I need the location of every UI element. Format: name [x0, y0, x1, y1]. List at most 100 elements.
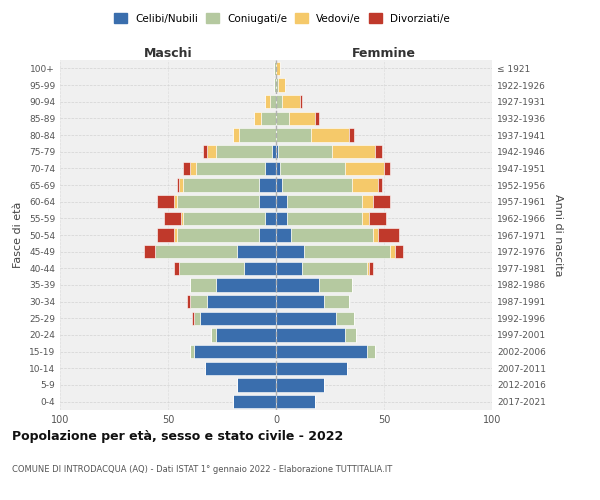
Bar — [176, 178, 179, 192]
Bar — [376, 145, 382, 158]
Text: Femmine: Femmine — [352, 47, 416, 60]
Bar — [300, 95, 302, 108]
Bar — [276, 295, 323, 308]
Bar — [278, 145, 332, 158]
Bar — [179, 178, 183, 192]
Bar — [337, 312, 354, 325]
Bar — [203, 145, 207, 158]
Bar — [190, 295, 207, 308]
Bar — [332, 145, 376, 158]
Bar — [164, 212, 181, 225]
Bar — [190, 162, 196, 175]
Bar — [276, 328, 345, 342]
Bar — [157, 195, 175, 208]
Bar — [276, 178, 283, 192]
Bar — [349, 128, 354, 141]
Bar — [254, 112, 261, 125]
Text: Maschi: Maschi — [143, 47, 193, 60]
Bar — [215, 278, 276, 291]
Bar — [259, 195, 276, 208]
Bar — [183, 178, 259, 192]
Bar — [233, 395, 276, 408]
Bar — [176, 195, 259, 208]
Bar — [367, 345, 376, 358]
Bar — [183, 162, 190, 175]
Bar — [155, 245, 237, 258]
Bar — [274, 78, 276, 92]
Bar — [276, 228, 291, 241]
Bar — [311, 128, 349, 141]
Bar — [362, 212, 369, 225]
Bar — [315, 112, 319, 125]
Bar — [200, 312, 276, 325]
Bar — [274, 62, 276, 75]
Bar — [362, 195, 373, 208]
Bar — [276, 78, 278, 92]
Bar — [194, 345, 276, 358]
Bar — [276, 195, 287, 208]
Bar — [345, 162, 384, 175]
Bar — [272, 145, 276, 158]
Bar — [345, 328, 356, 342]
Bar — [144, 245, 155, 258]
Bar — [261, 112, 276, 125]
Bar — [395, 245, 403, 258]
Bar — [175, 262, 179, 275]
Bar — [373, 195, 391, 208]
Bar — [377, 178, 382, 192]
Bar — [369, 262, 373, 275]
Bar — [369, 212, 386, 225]
Y-axis label: Fasce di età: Fasce di età — [13, 202, 23, 268]
Text: COMUNE DI INTRODACQUA (AQ) - Dati ISTAT 1° gennaio 2022 - Elaborazione TUTTITALI: COMUNE DI INTRODACQUA (AQ) - Dati ISTAT … — [12, 465, 392, 474]
Bar — [276, 245, 304, 258]
Bar — [302, 262, 367, 275]
Bar — [176, 228, 259, 241]
Bar — [280, 162, 345, 175]
Bar — [276, 262, 302, 275]
Bar — [239, 128, 276, 141]
Bar — [187, 295, 190, 308]
Bar — [276, 362, 347, 375]
Bar — [276, 62, 280, 75]
Bar — [276, 312, 337, 325]
Bar — [391, 245, 395, 258]
Bar — [384, 162, 391, 175]
Bar — [276, 278, 319, 291]
Bar — [276, 95, 283, 108]
Text: Popolazione per età, sesso e stato civile - 2022: Popolazione per età, sesso e stato civil… — [12, 430, 343, 443]
Bar — [319, 278, 352, 291]
Bar — [215, 328, 276, 342]
Bar — [157, 228, 175, 241]
Bar — [190, 345, 194, 358]
Bar — [287, 195, 362, 208]
Bar — [265, 162, 276, 175]
Bar — [207, 145, 215, 158]
Bar — [233, 128, 239, 141]
Bar — [244, 262, 276, 275]
Y-axis label: Anni di nascita: Anni di nascita — [553, 194, 563, 276]
Bar — [276, 378, 323, 392]
Bar — [237, 245, 276, 258]
Bar — [352, 178, 377, 192]
Bar — [276, 112, 289, 125]
Bar — [211, 328, 215, 342]
Bar — [205, 362, 276, 375]
Bar — [276, 162, 280, 175]
Bar — [237, 378, 276, 392]
Bar — [183, 212, 265, 225]
Bar — [367, 262, 369, 275]
Bar — [181, 212, 183, 225]
Bar — [259, 178, 276, 192]
Legend: Celibi/Nubili, Coniugati/e, Vedovi/e, Divorziati/e: Celibi/Nubili, Coniugati/e, Vedovi/e, Di… — [111, 10, 453, 26]
Bar — [196, 162, 265, 175]
Bar — [215, 145, 272, 158]
Bar — [276, 128, 311, 141]
Bar — [323, 295, 349, 308]
Bar — [373, 228, 377, 241]
Bar — [276, 345, 367, 358]
Bar — [175, 228, 176, 241]
Bar — [276, 212, 287, 225]
Bar — [276, 145, 278, 158]
Bar — [265, 95, 269, 108]
Bar — [175, 195, 176, 208]
